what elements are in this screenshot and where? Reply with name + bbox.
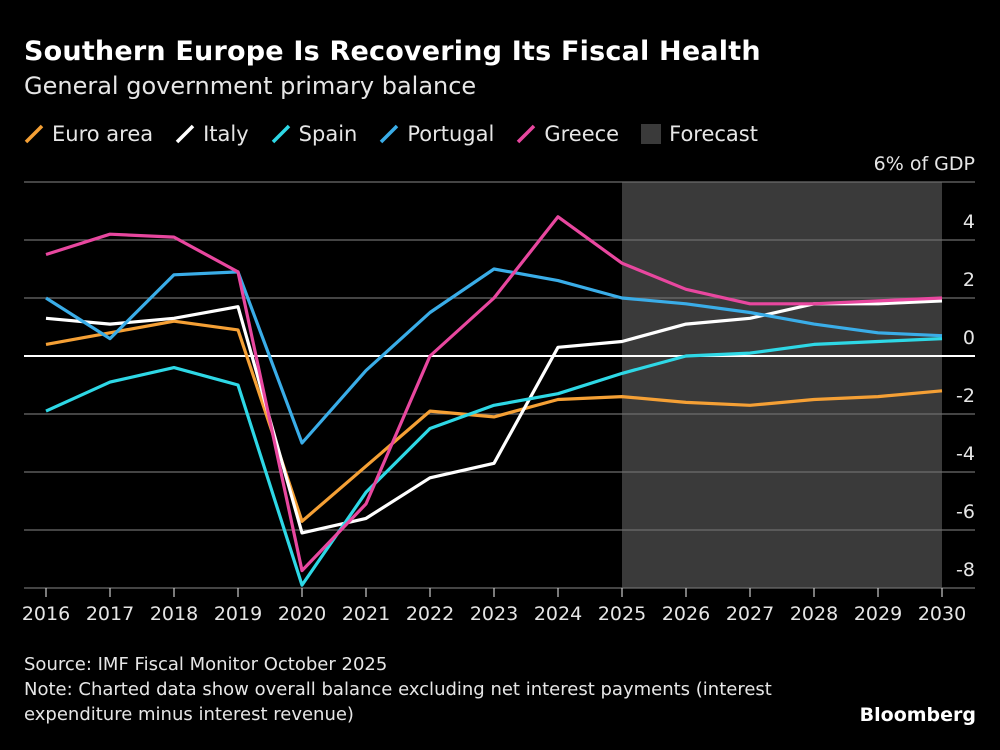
x-tick-label: 2030 — [918, 603, 966, 625]
x-tick-label: 2018 — [150, 603, 198, 625]
chart-subtitle: General government primary balance — [24, 72, 477, 100]
legend: Euro area Italy Spain Portugal Greece Forecas… — [24, 122, 758, 146]
legend-item: Greece — [516, 122, 619, 146]
source-note: Source: IMF Fiscal Monitor October 2025 — [24, 654, 388, 675]
y-tick-label: 6% of GDP — [874, 153, 975, 175]
legend-item: Spain — [271, 122, 358, 146]
x-tick-label: 2027 — [726, 603, 774, 625]
legend-label: Italy — [203, 122, 249, 146]
forecast-region — [622, 182, 942, 588]
legend-item: Euro area — [24, 122, 153, 146]
legend-label: Portugal — [407, 122, 495, 146]
legend-item: Portugal — [379, 122, 494, 146]
y-tick-label: 4 — [963, 211, 975, 233]
legend-line-swatch — [516, 124, 536, 144]
chart-title: Southern Europe Is Recovering Its Fiscal… — [24, 36, 761, 67]
x-tick-label: 2020 — [278, 603, 326, 625]
legend-box-swatch — [641, 124, 662, 144]
y-tick-label: -4 — [956, 443, 975, 465]
x-tick-label: 2026 — [662, 603, 710, 625]
note-line-2: expenditure minus interest revenue) — [24, 704, 354, 725]
y-tick-label: -6 — [956, 501, 975, 523]
legend-label: Forecast — [669, 122, 758, 146]
y-tick-label: -2 — [956, 385, 975, 407]
legend-line-swatch — [271, 124, 291, 144]
legend-item: Italy — [175, 122, 249, 146]
x-tick-label: 2023 — [470, 603, 518, 625]
x-tick-label: 2025 — [598, 603, 646, 625]
x-tick-label: 2029 — [854, 603, 902, 625]
legend-label: Greece — [544, 122, 620, 146]
legend-item: Forecast — [641, 122, 758, 146]
legend-line-swatch — [175, 124, 195, 144]
legend-line-swatch — [379, 124, 399, 144]
y-tick-label: -8 — [956, 559, 975, 581]
x-tick-label: 2024 — [534, 603, 582, 625]
x-tick-label: 2016 — [22, 603, 70, 625]
x-tick-label: 2017 — [86, 603, 134, 625]
x-tick-label: 2022 — [406, 603, 454, 625]
x-tick-label: 2019 — [214, 603, 262, 625]
legend-label: Euro area — [52, 122, 154, 146]
y-tick-label: 2 — [963, 269, 975, 291]
y-tick-label: 0 — [963, 327, 975, 349]
bloomberg-logo: Bloomberg — [859, 704, 976, 726]
legend-label: Spain — [298, 122, 358, 146]
x-tick-label: 2028 — [790, 603, 838, 625]
note-line-1: Note: Charted data show overall balance … — [24, 679, 772, 700]
legend-line-swatch — [24, 124, 44, 144]
x-tick-label: 2021 — [342, 603, 390, 625]
